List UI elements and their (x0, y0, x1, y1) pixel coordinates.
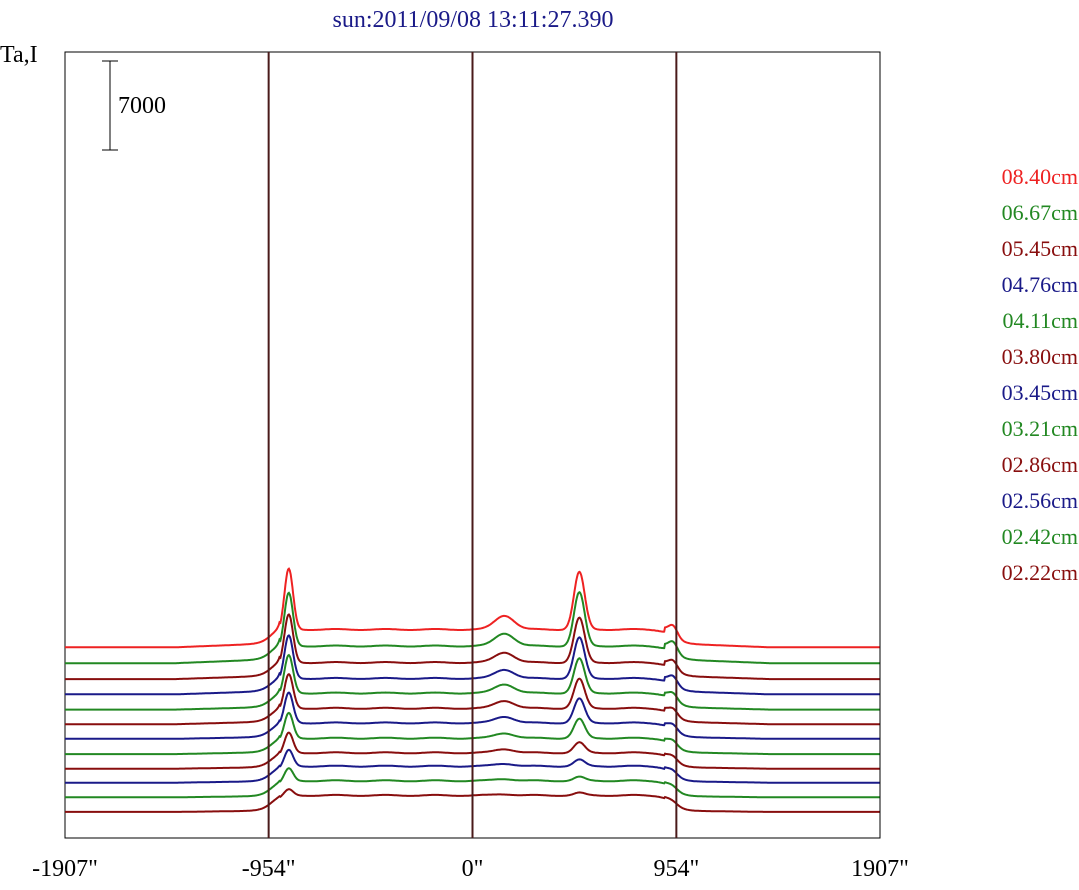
legend-entry: 03.21cm (1002, 416, 1078, 441)
legend-entry: 04.11cm (1002, 308, 1078, 333)
scale-bar: 7000 (102, 60, 166, 151)
legend-entry: 05.45cm (1002, 236, 1078, 261)
legend-entry: 02.86cm (1002, 452, 1078, 477)
legend-entry: 02.22cm (1002, 560, 1078, 585)
vertical-reference-lines (267, 52, 678, 838)
x-tick-label: 1907" (851, 856, 909, 882)
scale-bar-label: 7000 (118, 93, 166, 119)
legend-entry: 02.56cm (1002, 488, 1078, 513)
legend: 08.40cm 06.67cm 05.45cm 04.76cm 04.11cm 03.80… (1002, 164, 1078, 585)
legend-entry: 04.76cm (1002, 272, 1078, 297)
legend-entry: 03.80cm (1002, 344, 1078, 369)
x-tick-labels: -1907" -954" 0" 954" 1907" (32, 856, 909, 882)
x-tick-label: -1907" (32, 856, 98, 882)
legend-entry: 03.45cm (1002, 380, 1078, 405)
legend-entry: 06.67cm (1002, 200, 1078, 225)
x-tick-label: 954" (653, 856, 699, 882)
legend-entry: 08.40cm (1002, 164, 1078, 189)
x-tick-label: -954" (242, 856, 296, 882)
y-axis-label: Ta,I (0, 42, 38, 68)
x-tick-label: 0" (462, 856, 484, 882)
chart-title: sun:2011/09/08 13:11:27.390 (333, 7, 614, 33)
legend-entry: 02.42cm (1002, 524, 1078, 549)
